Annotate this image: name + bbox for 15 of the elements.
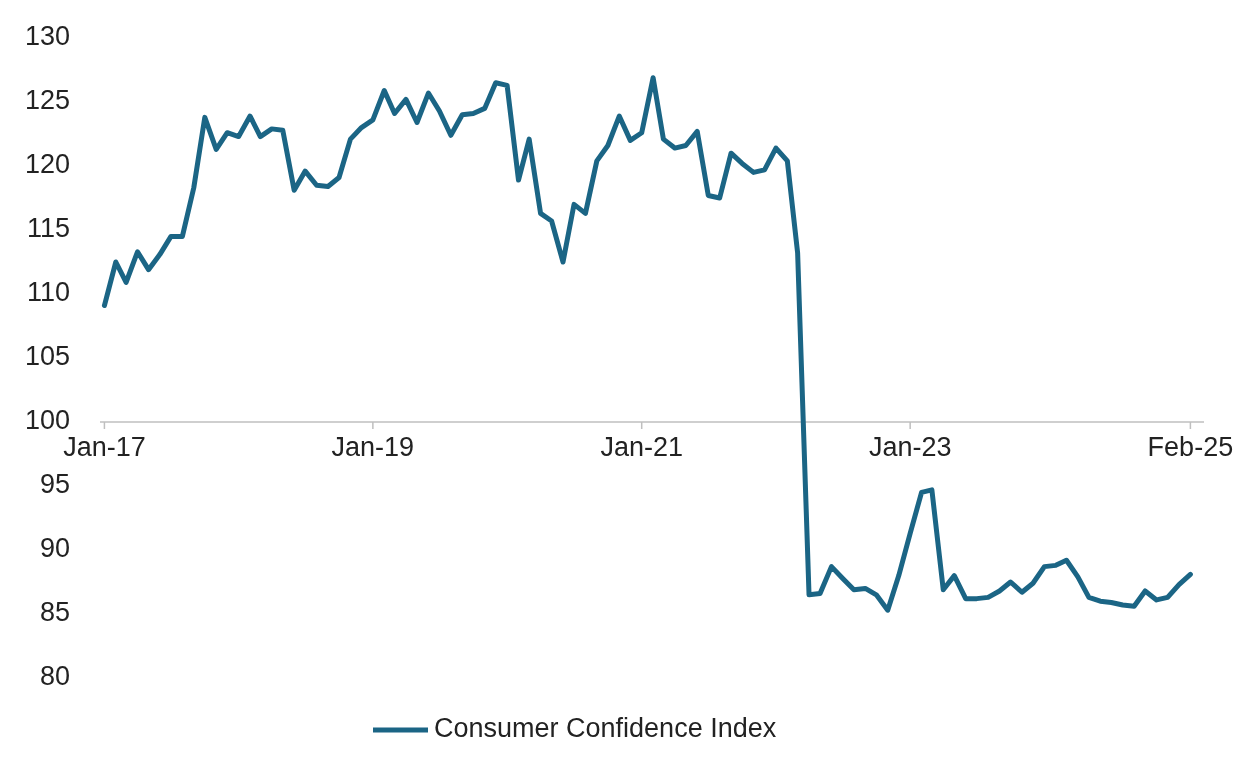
y-tick-label: 115	[26, 213, 70, 244]
y-tick-label: 95	[39, 469, 70, 500]
x-tick-label: Jan-23	[868, 432, 952, 462]
y-tick-label: 85	[39, 597, 70, 628]
legend-label: Consumer Confidence Index	[434, 713, 777, 744]
x-tick-label: Jan-19	[331, 432, 415, 462]
x-tick-label: Feb-25	[1147, 432, 1234, 462]
y-tick-label: 110	[26, 277, 70, 308]
x-tick-label: Jan-21	[600, 432, 683, 462]
y-tick-label: 80	[39, 661, 70, 692]
y-tick-label: 105	[24, 341, 70, 372]
y-tick-label: 130	[24, 21, 70, 52]
y-tick-label: 125	[24, 85, 70, 116]
y-tick-label: 120	[24, 149, 70, 180]
y-tick-label: 90	[39, 533, 70, 564]
